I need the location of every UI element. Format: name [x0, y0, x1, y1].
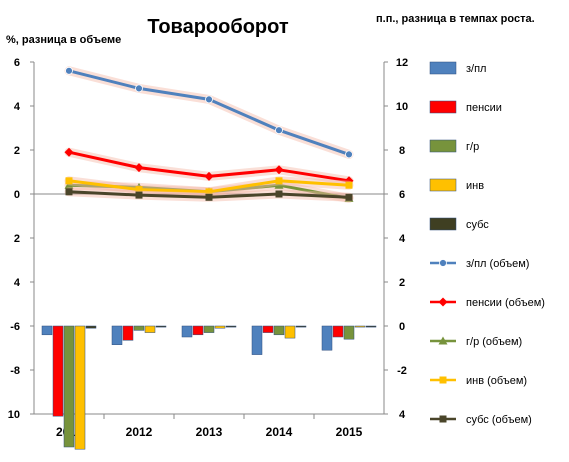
left-tick-label: 2 — [14, 145, 20, 157]
right-tick-label: 4 — [399, 409, 406, 421]
legend-swatch — [429, 178, 457, 192]
right-tick-label: 12 — [396, 57, 408, 69]
bar — [144, 325, 156, 333]
right-tick-label: 8 — [399, 145, 405, 157]
bar — [225, 325, 237, 328]
legend-swatch — [429, 100, 457, 114]
line-marker — [205, 193, 213, 201]
line-marker — [439, 259, 447, 267]
category-label: 2015 — [336, 425, 363, 439]
bar — [122, 325, 134, 341]
line-marker — [275, 177, 283, 185]
legend: з/пл пенсии г/р инв субс з/пл (объем) пенсии (… — [429, 61, 545, 426]
legend-label: пенсии (объем) — [466, 297, 545, 309]
left-tick-label: 4 — [14, 277, 21, 289]
bar — [214, 325, 226, 329]
line-marker — [135, 191, 143, 199]
left-tick-label: 6 — [14, 57, 20, 69]
line-marker — [64, 180, 74, 189]
legend-label: з/пл (объем) — [466, 258, 529, 270]
bar — [321, 325, 333, 351]
line-marker — [135, 186, 143, 194]
line-marker — [134, 163, 144, 173]
bar — [365, 325, 377, 328]
bar — [251, 325, 263, 355]
left-tick-label: 0 — [14, 189, 20, 201]
legend-label: субс — [466, 219, 489, 231]
line-marker — [274, 180, 284, 189]
bar — [284, 325, 296, 339]
line-marker — [65, 177, 73, 185]
legend-swatch — [429, 139, 457, 153]
line-marker — [275, 126, 283, 135]
bar — [85, 325, 97, 329]
line-marker — [274, 165, 284, 175]
left-tick-label: 4 — [14, 101, 21, 113]
line-marker — [439, 376, 447, 384]
legend-label: субс (объем) — [466, 414, 532, 426]
bar — [343, 325, 355, 340]
plot-area: 642024-6-810121086420-242011201220132014… — [8, 57, 408, 450]
legend-swatch — [429, 61, 457, 75]
line-marker — [204, 171, 214, 181]
right-tick-label: -2 — [397, 365, 407, 377]
legend-label: г/р — [466, 141, 479, 153]
right-tick-label: 4 — [399, 233, 406, 245]
line-marker — [275, 190, 283, 198]
category-label: 2012 — [126, 425, 153, 439]
bar — [181, 325, 193, 338]
legend-label: г/р (объем) — [466, 336, 522, 348]
line-marker — [205, 95, 213, 104]
line-glow — [64, 66, 354, 159]
legend-label: инв — [466, 180, 484, 192]
category-label: 2013 — [196, 425, 223, 439]
bar — [295, 325, 307, 328]
left-tick-label: 2 — [14, 233, 20, 245]
line-marker — [135, 84, 143, 93]
right-tick-label: 6 — [399, 189, 405, 201]
line-marker — [65, 66, 73, 75]
line-marker — [345, 181, 353, 189]
legend-swatch — [429, 217, 457, 231]
bar — [52, 325, 64, 417]
legend-label: инв (объем) — [466, 375, 527, 387]
left-tick-label: -6 — [10, 321, 20, 333]
bar — [63, 325, 75, 448]
bar — [41, 325, 53, 336]
line-marker — [205, 188, 213, 196]
line-marker — [438, 297, 448, 307]
line-marker — [438, 336, 448, 345]
right-tick-label: 10 — [396, 101, 408, 113]
bar — [332, 325, 344, 338]
bar — [192, 325, 204, 336]
line-marker — [345, 193, 353, 201]
legend-label: з/пл — [466, 63, 486, 75]
left-tick-label: 10 — [8, 409, 20, 421]
line-marker — [345, 150, 353, 159]
bar — [262, 325, 274, 333]
bar — [155, 325, 167, 328]
bar — [133, 325, 145, 331]
bar — [111, 325, 123, 345]
bar — [74, 325, 86, 450]
right-axis-label: п.п., разница в темпах роста. — [376, 13, 535, 25]
category-label: 2014 — [266, 425, 293, 439]
right-tick-label: 0 — [399, 321, 405, 333]
left-axis-label: %, разница в объеме — [6, 34, 121, 46]
line-marker — [65, 188, 73, 196]
bar — [273, 325, 285, 336]
legend-label: пенсии — [466, 102, 502, 114]
bar — [203, 325, 215, 333]
left-tick-label: -8 — [10, 365, 20, 377]
line-marker — [64, 147, 74, 157]
right-tick-label: 2 — [399, 277, 405, 289]
chart-title: Товарооборот — [147, 16, 288, 38]
bar — [354, 325, 366, 328]
line-marker — [439, 415, 447, 423]
